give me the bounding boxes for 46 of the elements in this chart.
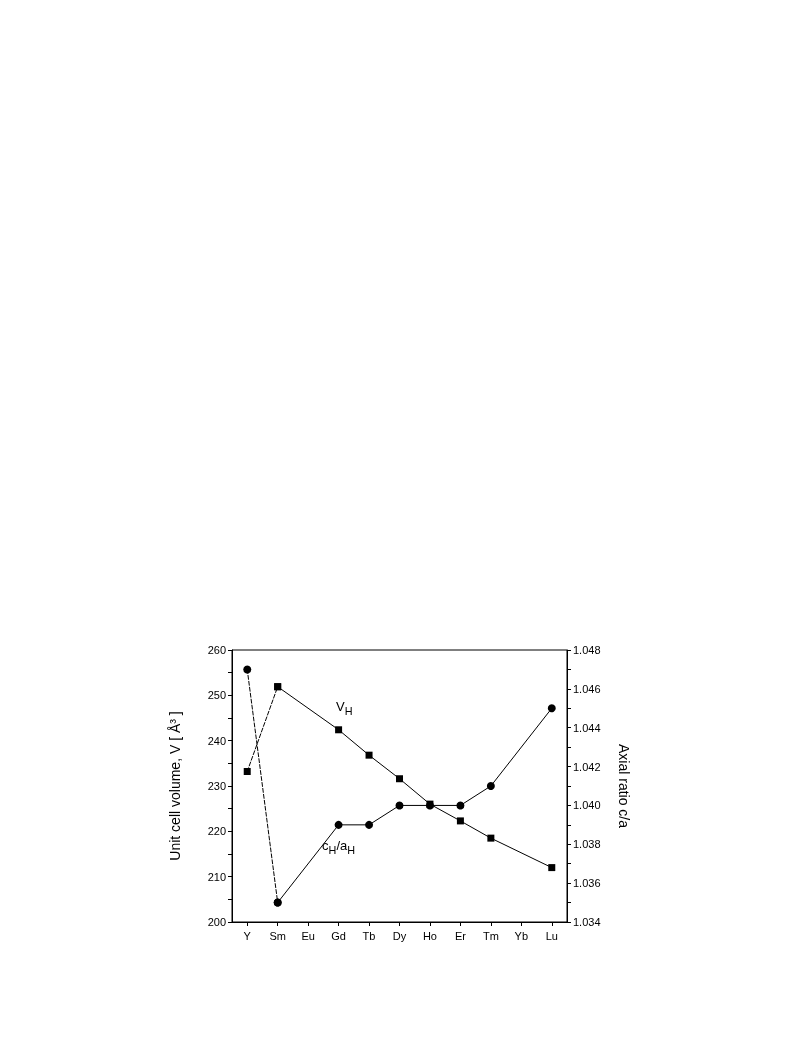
y2-tick-label: 1.046: [573, 682, 601, 695]
point: [395, 801, 404, 810]
y2-tick-label: 1.044: [573, 721, 601, 734]
y2-tick-label: 1.042: [573, 760, 601, 773]
x-tick-label: Dy: [392, 929, 407, 942]
point: [273, 898, 282, 907]
point: [243, 767, 251, 775]
point: [365, 751, 373, 759]
y2-tick-label: 1.034: [573, 916, 601, 928]
y2-tick-label: 1.038: [573, 838, 601, 851]
x-tick-label: Sm: [269, 929, 286, 942]
y2-axis-title: Axial ratio c/a: [616, 743, 632, 829]
series-label: V$_{H}$: [336, 698, 353, 717]
point: [456, 817, 464, 825]
x-tick-label: Er: [454, 929, 467, 942]
y-axis-title: Unit cell volume, V [ Å³ ]: [167, 711, 183, 861]
series-label: c$_{H}$/a$_{H}$: [322, 837, 356, 856]
x-tick-label: Ho: [422, 929, 437, 942]
point: [548, 864, 556, 872]
point: [365, 820, 374, 829]
y2-tick-label: 1.048: [573, 644, 601, 656]
y-tick-label: 240: [207, 734, 226, 747]
y-tick-label: 230: [207, 780, 226, 792]
point: [487, 834, 495, 842]
x-tick-label: Y: [243, 929, 252, 942]
point: [335, 726, 343, 734]
x-tick-label: Tm: [482, 929, 499, 942]
x-tick-label: Tb: [362, 929, 376, 942]
point: [456, 801, 465, 810]
point: [396, 775, 403, 783]
point: [547, 704, 556, 713]
y2-tick-label: 1.036: [573, 877, 601, 890]
y-tick-label: 260: [207, 644, 226, 656]
y-tick-label: 200: [207, 916, 226, 928]
x-tick-label: Yb: [514, 929, 529, 942]
point: [243, 665, 252, 674]
point: [274, 683, 282, 691]
point: [334, 820, 343, 829]
y-tick-label: 250: [207, 689, 226, 702]
x-tick-label: Gd: [331, 929, 346, 942]
y2-tick-label: 1.040: [573, 799, 601, 812]
x-tick-label: Lu: [545, 929, 558, 942]
y-tick-label: 210: [207, 870, 226, 883]
point: [486, 782, 495, 790]
x-tick-label: Eu: [301, 929, 315, 942]
y-tick-label: 220: [207, 825, 226, 838]
